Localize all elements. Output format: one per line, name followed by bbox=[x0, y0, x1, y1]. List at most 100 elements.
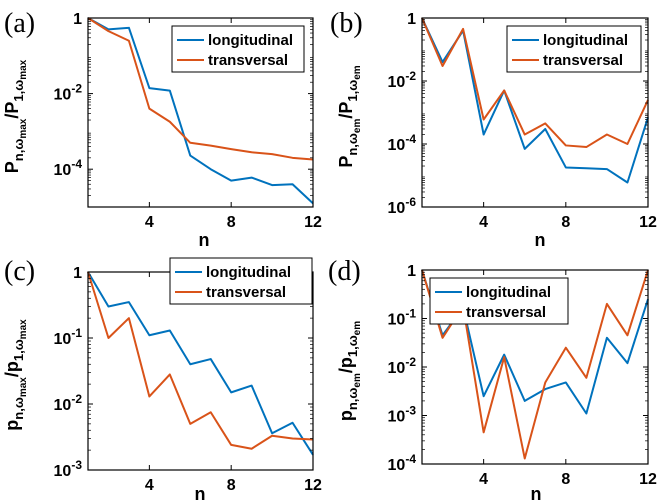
y-tick-exponent: -4 bbox=[405, 452, 416, 466]
x-tick-label: 12 bbox=[304, 477, 322, 494]
axes-frame bbox=[421, 17, 649, 208]
y-tick-base: 1 bbox=[73, 11, 82, 28]
legend-label-transversal: transversal bbox=[208, 52, 288, 69]
x-tick-label: 4 bbox=[145, 214, 154, 231]
y-label-num-sub: n,ω bbox=[11, 397, 26, 420]
y-tick-exponent: -4 bbox=[405, 132, 416, 146]
x-tick-label: 8 bbox=[561, 471, 570, 488]
y-tick-base: 10 bbox=[388, 360, 406, 377]
y-tick-base: 10 bbox=[54, 463, 72, 480]
y-tick-exponent: -4 bbox=[71, 157, 82, 171]
y-tick-base: 10 bbox=[54, 87, 72, 104]
y-tick-label: 1 bbox=[73, 265, 82, 282]
y-tick-base: 10 bbox=[388, 137, 406, 154]
legend: longitudinal transversal bbox=[169, 257, 313, 305]
y-label-den-sub: 1,ω bbox=[345, 335, 360, 357]
x-tick-label: 12 bbox=[639, 214, 657, 231]
x-axis-label: n bbox=[535, 230, 546, 250]
x-tick-label: 8 bbox=[227, 214, 236, 231]
legend-label-longitudinal: longitudinal bbox=[466, 284, 551, 301]
y-label-denominator: /P bbox=[336, 102, 356, 119]
series-line-transversal bbox=[87, 271, 314, 450]
legend: longitudinal transversal bbox=[429, 277, 569, 325]
y-tick-base: 10 bbox=[388, 200, 406, 217]
legend-label-longitudinal: longitudinal bbox=[206, 264, 291, 281]
y-tick-base: 10 bbox=[388, 409, 406, 426]
legend-box bbox=[506, 25, 642, 73]
x-tick-label: 8 bbox=[561, 214, 570, 231]
y-tick-label: 10-4 bbox=[388, 132, 417, 154]
legend-label-longitudinal: longitudinal bbox=[208, 32, 293, 49]
y-tick-label: 1 bbox=[407, 263, 416, 280]
y-tick-base: 1 bbox=[407, 11, 416, 28]
series-line-transversal bbox=[87, 17, 314, 161]
chart-panel-b: 4 8 12110-210-410-6nPn,ωem/P1,ωem(b)longit… bbox=[330, 8, 657, 250]
y-tick-label: 10-1 bbox=[54, 326, 83, 348]
y-label-num-sub: n,ω bbox=[11, 139, 26, 162]
y-label-denominator: /p bbox=[336, 357, 356, 373]
y-tick-label: 10-4 bbox=[388, 452, 417, 474]
legend: longitudinal transversal bbox=[171, 25, 305, 73]
x-tick-label: 8 bbox=[227, 477, 236, 494]
y-label-num-subsub: em bbox=[352, 119, 363, 134]
axes-frame bbox=[87, 17, 314, 208]
y-tick-exponent: -6 bbox=[405, 195, 416, 209]
y-tick-base: 1 bbox=[73, 265, 82, 282]
y-axis-label: pn,ωmax/p1,ωmax bbox=[2, 319, 29, 431]
y-tick-exponent: -2 bbox=[71, 392, 82, 406]
y-label-numerator: p bbox=[2, 420, 22, 431]
x-axis-label: n bbox=[531, 484, 542, 502]
y-label-num-sub: n,ω bbox=[345, 388, 360, 411]
legend-box bbox=[169, 257, 313, 305]
y-tick-base: 10 bbox=[388, 74, 406, 91]
chart-panel-d: 4 8 12110-110-210-310-4npn,ωem/p1,ωem(d)lo… bbox=[328, 256, 657, 502]
y-label-num-subsub: max bbox=[18, 118, 29, 138]
x-tick-label: 4 bbox=[145, 477, 154, 494]
x-tick-label: 12 bbox=[639, 471, 657, 488]
y-label-numerator: P bbox=[336, 156, 356, 168]
series-line-longitudinal bbox=[87, 17, 314, 205]
y-tick-exponent: -1 bbox=[71, 326, 82, 340]
x-axis-label: n bbox=[195, 484, 206, 502]
y-tick-label: 10-2 bbox=[54, 392, 83, 414]
y-label-den-subsub: em bbox=[352, 321, 363, 336]
y-axis-label: Pn,ωmax/P1,ωmax bbox=[2, 59, 29, 173]
y-axis-label: pn,ωem/p1,ωem bbox=[336, 321, 363, 421]
y-tick-base: 10 bbox=[54, 331, 72, 348]
y-tick-label: 10-6 bbox=[388, 195, 417, 217]
y-tick-exponent: -2 bbox=[405, 355, 416, 369]
legend-label-transversal: transversal bbox=[543, 52, 623, 69]
y-label-den-subsub: max bbox=[18, 319, 29, 339]
y-label-den-subsub: em bbox=[352, 65, 363, 80]
y-tick-label: 10-3 bbox=[388, 404, 417, 426]
y-tick-base: 10 bbox=[388, 312, 406, 329]
y-tick-label: 1 bbox=[73, 11, 82, 28]
x-axis-label: n bbox=[199, 230, 210, 250]
panel-label: (a) bbox=[4, 8, 35, 39]
y-tick-base: 10 bbox=[54, 397, 72, 414]
y-tick-label: 10-4 bbox=[54, 157, 83, 179]
legend-box bbox=[171, 25, 305, 73]
legend-label-transversal: transversal bbox=[466, 304, 546, 321]
y-label-numerator: p bbox=[336, 410, 356, 421]
legend-label-longitudinal: longitudinal bbox=[543, 32, 628, 49]
y-tick-exponent: -3 bbox=[71, 458, 82, 472]
legend-label-transversal: transversal bbox=[206, 284, 286, 301]
y-tick-label: 10-2 bbox=[54, 82, 83, 104]
y-tick-exponent: -1 bbox=[405, 307, 416, 321]
y-label-den-sub: 1,ω bbox=[11, 339, 26, 361]
x-tick-label: 4 bbox=[479, 471, 488, 488]
series-line-transversal bbox=[421, 17, 649, 149]
y-label-numerator: P bbox=[2, 161, 22, 173]
y-label-num-subsub: max bbox=[18, 377, 29, 397]
y-tick-base: 10 bbox=[54, 162, 72, 179]
chart-panel-a: 4 8 12110-210-4nPn,ωmax/P1,ωmax(a)longitud… bbox=[2, 8, 322, 250]
y-tick-exponent: -2 bbox=[405, 69, 416, 83]
x-tick-label: 4 bbox=[479, 214, 488, 231]
y-label-den-sub: 1,ω bbox=[345, 80, 360, 102]
y-label-den-sub: 1,ω bbox=[11, 80, 26, 102]
panel-label: (b) bbox=[330, 8, 363, 39]
y-label-den-subsub: max bbox=[18, 59, 29, 79]
